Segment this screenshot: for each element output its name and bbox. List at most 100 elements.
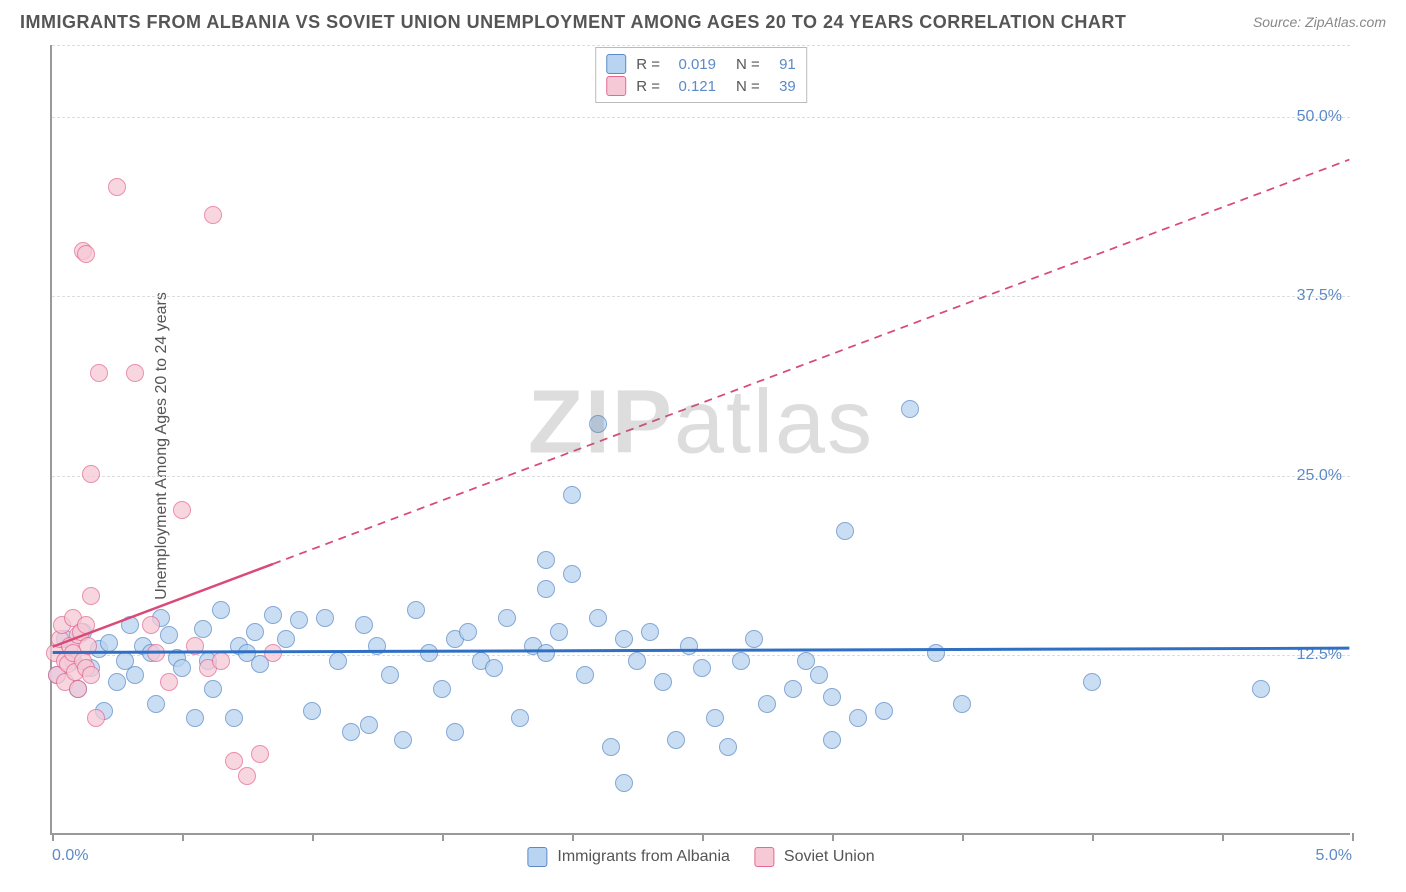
data-point [87,709,105,727]
data-point [498,609,516,627]
legend-stat-row: R =0.019N =91 [606,54,796,74]
x-tick [832,833,834,841]
data-point [160,673,178,691]
data-point [745,630,763,648]
data-point [953,695,971,713]
data-point [238,767,256,785]
data-point [602,738,620,756]
data-point [121,616,139,634]
data-point [511,709,529,727]
data-point [204,680,222,698]
legend-item: Immigrants from Albania [527,847,730,867]
data-point [77,616,95,634]
legend-r-label: R = [636,78,660,95]
data-point [810,666,828,684]
gridline-horizontal [52,117,1350,118]
data-point [784,680,802,698]
data-point [901,400,919,418]
legend-swatch [606,76,626,96]
gridline-horizontal [52,296,1350,297]
legend-label: Immigrants from Albania [557,848,730,866]
x-tick [962,833,964,841]
legend-stats: R =0.019N =91R =0.121N =39 [595,47,807,103]
legend-r-label: R = [636,56,660,73]
x-tick [702,833,704,841]
chart-title: IMMIGRANTS FROM ALBANIA VS SOVIET UNION … [20,12,1126,33]
data-point [381,666,399,684]
data-point [290,611,308,629]
legend-r-value: 0.121 [666,78,716,95]
watermark: ZIPatlas [528,372,874,475]
legend-n-label: N = [736,78,760,95]
data-point [329,652,347,670]
x-tick [1222,833,1224,841]
y-tick-label: 25.0% [1297,467,1342,485]
legend-series: Immigrants from Albania Soviet Union [527,847,874,867]
legend-n-value: 39 [766,78,796,95]
data-point [251,745,269,763]
data-point [194,620,212,638]
data-point [82,465,100,483]
data-point [693,659,711,677]
legend-label: Soviet Union [784,848,875,866]
legend-swatch [527,847,547,867]
data-point [77,245,95,263]
data-point [537,551,555,569]
data-point [100,634,118,652]
y-tick-label: 37.5% [1297,287,1342,305]
data-point [142,616,160,634]
data-point [173,501,191,519]
data-point [126,364,144,382]
data-point [537,644,555,662]
data-point [147,644,165,662]
data-point [875,702,893,720]
data-point [589,609,607,627]
data-point [360,716,378,734]
data-point [303,702,321,720]
source-attribution: Source: ZipAtlas.com [1253,14,1386,30]
data-point [927,644,945,662]
data-point [459,623,477,641]
data-point [186,637,204,655]
data-point [836,522,854,540]
x-tick [52,833,54,841]
data-point [79,637,97,655]
data-point [680,637,698,655]
data-point [212,601,230,619]
data-point [667,731,685,749]
legend-n-value: 91 [766,56,796,73]
data-point [706,709,724,727]
data-point [615,630,633,648]
gridline-horizontal [52,45,1350,46]
data-point [225,709,243,727]
data-point [212,652,230,670]
data-point [823,688,841,706]
data-point [82,666,100,684]
data-point [797,652,815,670]
data-point [550,623,568,641]
x-tick [1092,833,1094,841]
data-point [108,178,126,196]
data-point [90,364,108,382]
data-point [368,637,386,655]
data-point [277,630,295,648]
legend-n-label: N = [736,56,760,73]
data-point [173,659,191,677]
data-point [641,623,659,641]
data-point [420,644,438,662]
data-point [108,673,126,691]
y-tick-label: 12.5% [1297,646,1342,664]
legend-stat-row: R = 0.121 N = 39 [606,76,796,96]
data-point [758,695,776,713]
data-point [394,731,412,749]
x-tick [572,833,574,841]
legend-item: Soviet Union [754,847,875,867]
y-tick-label: 50.0% [1297,108,1342,126]
x-tick [1352,833,1354,841]
data-point [186,709,204,727]
gridline-horizontal [52,476,1350,477]
data-point [849,709,867,727]
data-point [563,486,581,504]
data-point [342,723,360,741]
data-point [485,659,503,677]
